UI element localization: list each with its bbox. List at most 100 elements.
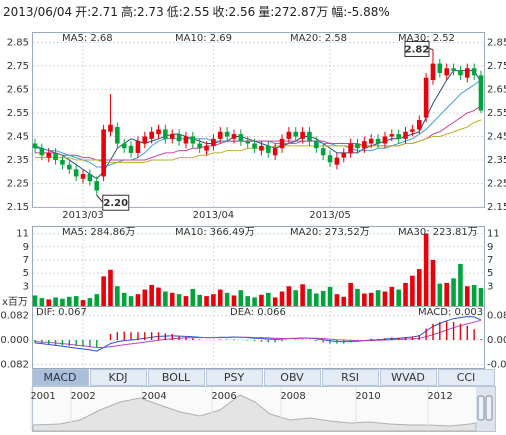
candle-body [163, 129, 168, 139]
volume-bar [53, 297, 58, 306]
candle-body [327, 155, 333, 163]
y-tick-label-right: 2.45 [487, 131, 506, 142]
navigator-year: 2008 [280, 391, 305, 402]
tab-label[interactable]: PSY [224, 371, 245, 384]
indicator-tab[interactable]: KDJ [90, 369, 147, 386]
volume-bar [410, 275, 415, 306]
indicator-tab[interactable]: WVAD [380, 369, 437, 386]
indicator-tab[interactable]: RSI [322, 369, 379, 386]
tab-background[interactable] [206, 369, 263, 386]
tab-background[interactable] [32, 369, 89, 386]
min-pointer [96, 194, 104, 203]
candle-body [80, 174, 86, 179]
candle-body [238, 134, 244, 142]
navigator-area [32, 394, 477, 432]
volume-bar [362, 293, 367, 306]
candle-body [471, 68, 477, 76]
volume-bar [320, 290, 326, 306]
y-tick-label: 2.65 [7, 84, 29, 95]
volume-bar [396, 289, 401, 306]
min-label: 2.20 [103, 198, 128, 209]
y-tick-label: 0.000 [0, 335, 29, 346]
volume-bar [217, 289, 223, 306]
volume-bar [73, 296, 79, 306]
candle-body [94, 181, 100, 191]
y-tick-label-right: 2.75 [487, 61, 506, 72]
volume-bar [464, 286, 470, 306]
volume-bar [451, 278, 456, 306]
navigator-year: 2006 [211, 391, 236, 402]
candle-body [307, 131, 312, 142]
tab-background[interactable] [90, 369, 147, 386]
y-tick-label-right: 7 [487, 255, 493, 266]
y-tick-label-right: 11 [487, 229, 500, 240]
volume-bar [135, 294, 141, 306]
tab-label[interactable]: RSI [341, 371, 359, 384]
tab-background[interactable] [438, 369, 495, 386]
tab-background[interactable] [322, 369, 379, 386]
volume-bar [314, 293, 319, 306]
candle-body [416, 120, 422, 130]
candle-body [60, 159, 65, 165]
candle-body [437, 63, 443, 73]
volume-bar [32, 295, 38, 306]
y-axis-unit: x百万 [2, 296, 28, 308]
y-tick-label-right: 0.000 [487, 335, 506, 346]
y-tick-label: 2.55 [7, 108, 29, 119]
candle-body [101, 129, 106, 177]
candle-body [403, 131, 408, 139]
volume-bar [101, 276, 106, 306]
navigator-year: 2010 [355, 391, 380, 402]
indicator-tab[interactable]: PSY [206, 369, 263, 386]
y-tick-label-right: 2.25 [487, 178, 506, 189]
candle-body [53, 152, 58, 160]
volume-bar [259, 294, 264, 306]
y-tick-label: 0.082 [0, 310, 29, 321]
volume-bar [46, 299, 52, 306]
tab-label[interactable]: WVAD [391, 371, 425, 384]
volume-bar [128, 296, 134, 306]
candle-body [128, 145, 134, 153]
legend-label: MA20: 273.52万 [290, 227, 370, 238]
volume-bar [245, 296, 251, 306]
header-item: 高:2.73 [121, 4, 164, 19]
macd-line [34, 319, 482, 348]
volume-bar [403, 282, 408, 306]
candle-body [293, 131, 299, 137]
tab-background[interactable] [380, 369, 437, 386]
candle-body [355, 143, 360, 149]
y-tick-label: 11 [16, 229, 29, 240]
candle-body [39, 148, 45, 156]
volume-bar [375, 290, 381, 306]
tab-label[interactable]: MACD [44, 371, 77, 384]
tab-label[interactable]: KDJ [109, 371, 128, 384]
indicator-tab[interactable]: OBV [264, 369, 321, 386]
tab-label[interactable]: OBV [280, 371, 304, 384]
header: 2013/06/04 开:2.71 高:2.73 低:2.55 收:2.56 量:272.… [3, 4, 390, 19]
volume-bar [211, 294, 216, 306]
candle-body [259, 145, 264, 151]
volume-bar [197, 294, 202, 306]
indicator-tab[interactable]: BOLL [148, 369, 205, 386]
volume-bar [204, 296, 209, 306]
tab-label[interactable]: CCI [457, 371, 476, 384]
header-item: 幅:-5.88% [331, 4, 390, 19]
tab-label[interactable]: BOLL [162, 371, 191, 384]
volume-bar [334, 294, 340, 306]
candle-body [169, 134, 175, 139]
tab-background[interactable] [264, 369, 321, 386]
indicator-tab[interactable]: MACD [32, 369, 89, 386]
candle-body [231, 134, 237, 139]
navigator-handle[interactable] [477, 395, 485, 421]
indicator-tab[interactable]: CCI [438, 369, 495, 386]
candle-body [375, 138, 381, 144]
candle-body [108, 124, 113, 132]
candle-body [300, 131, 305, 139]
navigator-handle[interactable] [485, 395, 493, 421]
volume-bar [368, 292, 374, 306]
tab-background[interactable] [148, 369, 205, 386]
volume-bar [341, 296, 347, 306]
candle-body [334, 157, 340, 165]
y-tick-label: 2.75 [7, 61, 29, 72]
